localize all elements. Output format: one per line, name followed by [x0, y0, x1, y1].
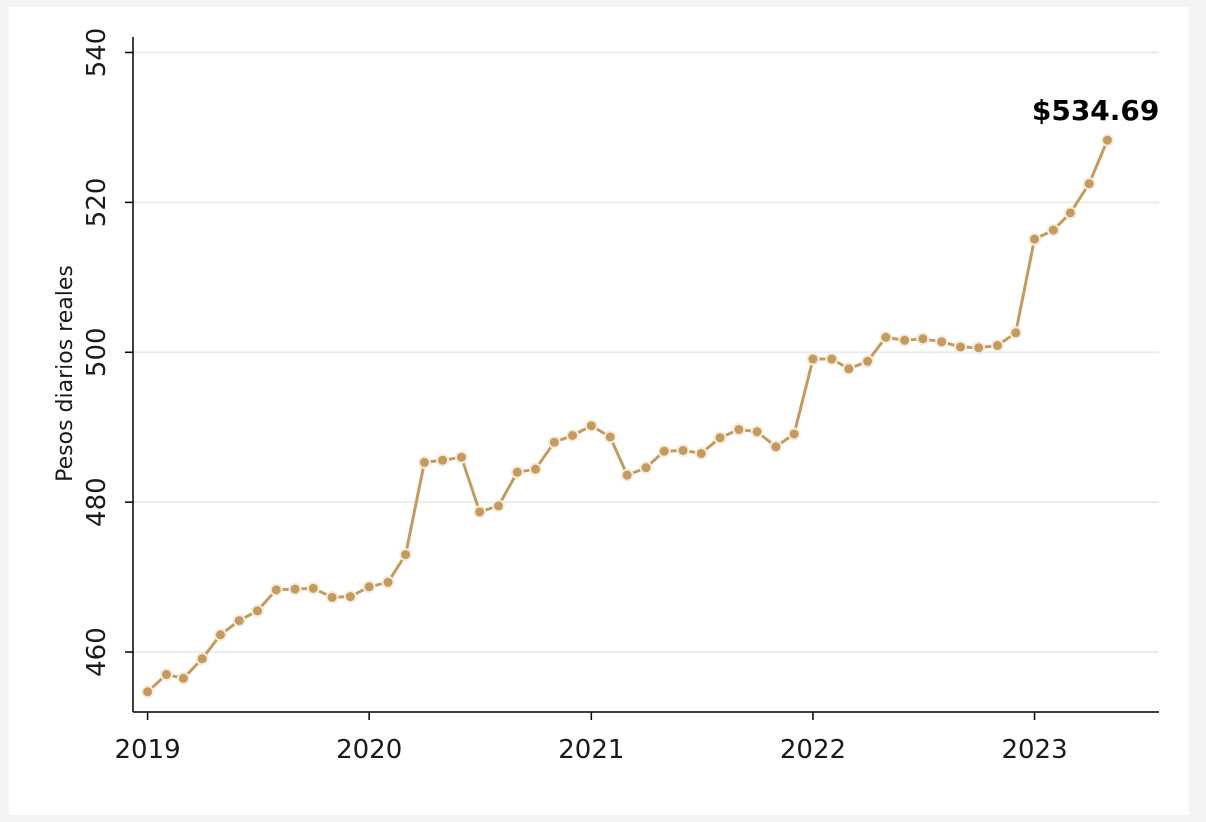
- data-point: [713, 431, 727, 445]
- data-point: [1028, 232, 1042, 246]
- data-point: [159, 668, 173, 682]
- data-point: [269, 583, 283, 597]
- data-point: [972, 341, 986, 355]
- data-point: [694, 446, 708, 460]
- data-point: [879, 330, 893, 344]
- data-point: [529, 462, 543, 476]
- y-tick-label: 520: [82, 178, 112, 228]
- y-tick-label: 500: [82, 327, 112, 377]
- data-point: [566, 428, 580, 442]
- x-tick-label: 2020: [336, 735, 402, 765]
- data-point: [1009, 326, 1023, 340]
- x-tick-label: 2023: [1001, 735, 1067, 765]
- data-point: [935, 335, 949, 349]
- data-point: [343, 590, 357, 604]
- y-tick-label: 540: [82, 28, 112, 78]
- data-point: [510, 465, 524, 479]
- data-point: [195, 652, 209, 666]
- series-group: [141, 133, 1114, 699]
- data-point: [842, 362, 856, 376]
- data-point: [362, 580, 376, 594]
- data-point: [473, 505, 487, 519]
- data-point: [232, 614, 246, 628]
- data-point: [417, 455, 431, 469]
- data-point: [547, 435, 561, 449]
- data-point: [399, 548, 413, 562]
- data-point: [381, 575, 395, 589]
- grid-lines: [133, 51, 1159, 654]
- data-point: [436, 453, 450, 467]
- y-axis-ticks: 460 480 500 520 540: [82, 28, 133, 677]
- y-tick-label: 460: [82, 627, 112, 677]
- data-point: [176, 671, 190, 685]
- x-tick-label: 2019: [114, 735, 180, 765]
- data-point: [603, 430, 617, 444]
- data-point: [991, 339, 1005, 353]
- y-tick-label: 480: [82, 477, 112, 527]
- data-point: [787, 427, 801, 441]
- line-chart: 460 480 500 520 540 2019 2020 2021 2022 2023 Pes…: [53, 28, 1160, 765]
- data-point: [806, 352, 820, 366]
- data-point: [584, 419, 598, 433]
- series-line: [146, 139, 1109, 693]
- data-point: [1063, 206, 1077, 220]
- data-point: [861, 354, 875, 368]
- axes: [132, 37, 1159, 713]
- x-axis-ticks: 2019 2020 2021 2022 2023: [114, 712, 1068, 765]
- data-point: [1100, 133, 1114, 147]
- data-point: [1046, 223, 1060, 237]
- data-point: [750, 425, 764, 439]
- data-point: [213, 628, 227, 642]
- data-point: [676, 443, 690, 457]
- data-point: [620, 468, 634, 482]
- data-point: [732, 422, 746, 436]
- data-point: [491, 499, 505, 513]
- y-axis-title: Pesos diarios reales: [53, 265, 78, 482]
- x-tick-label: 2022: [780, 735, 846, 765]
- data-point: [953, 340, 967, 354]
- data-point: [769, 440, 783, 454]
- last-value-annotation: $534.69: [1032, 94, 1160, 127]
- data-point: [1082, 177, 1096, 191]
- chart-panel: 460 480 500 520 540 2019 2020 2021 2022 2023 Pes…: [9, 7, 1189, 815]
- data-point: [306, 581, 320, 595]
- data-point: [288, 582, 302, 596]
- data-point: [639, 461, 653, 475]
- data-point: [825, 352, 839, 366]
- data-point: [657, 444, 671, 458]
- data-point: [454, 450, 468, 464]
- data-point: [916, 332, 930, 346]
- x-tick-label: 2021: [558, 735, 624, 765]
- data-point: [141, 685, 155, 699]
- data-point: [325, 590, 339, 604]
- data-point: [250, 604, 264, 618]
- data-point: [898, 333, 912, 347]
